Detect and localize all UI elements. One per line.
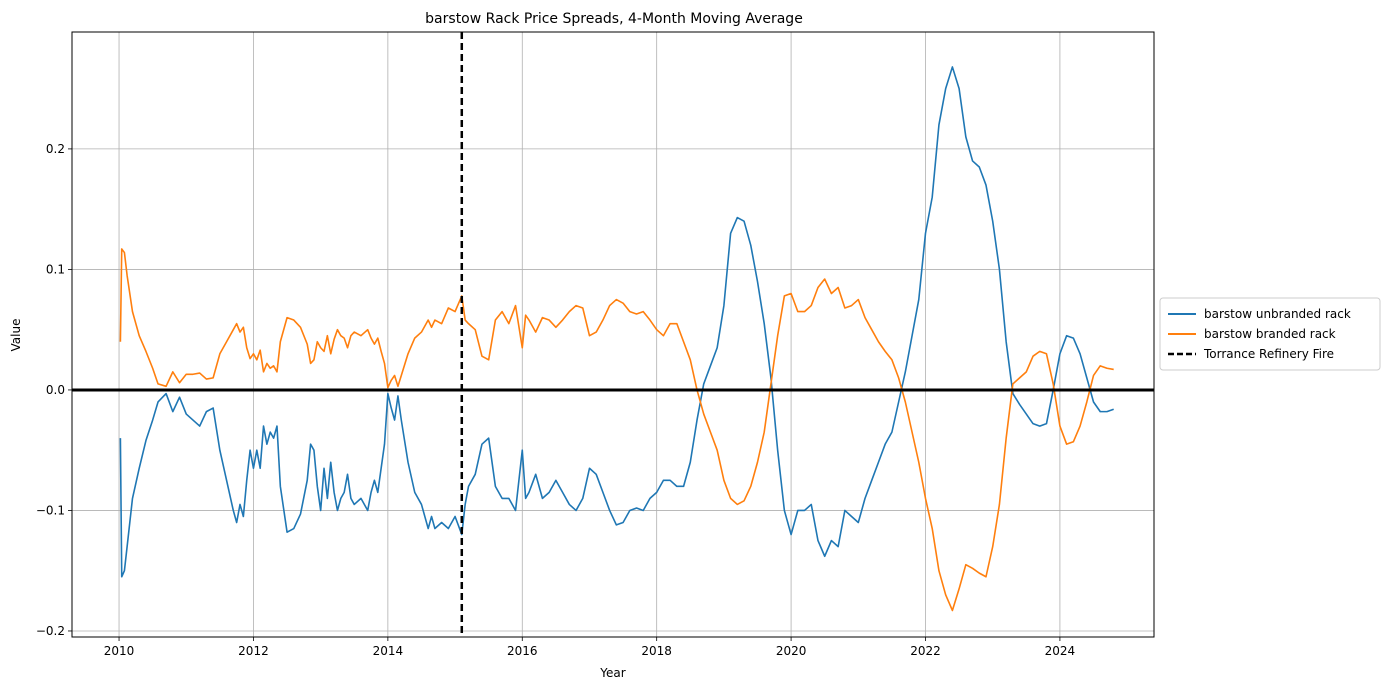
x-tick-label: 2012 — [238, 644, 269, 658]
x-tick-label: 2020 — [776, 644, 807, 658]
legend: barstow unbranded rack barstow branded r… — [1159, 297, 1381, 371]
x-tick-label: 2022 — [910, 644, 941, 658]
x-tick-label: 2016 — [507, 644, 538, 658]
legend-label-branded: barstow branded rack — [1204, 327, 1336, 341]
x-tick-label: 2014 — [373, 644, 404, 658]
y-axis: −0.2 −0.1 0.0 0.1 0.2 — [36, 142, 72, 638]
axes-frame — [71, 31, 1155, 638]
series-line-1 — [119, 248, 1114, 612]
legend-frame — [1159, 297, 1381, 371]
y-tick-label: 0.0 — [46, 383, 65, 397]
y-tick-label: −0.1 — [36, 503, 65, 517]
x-tick-label: 2010 — [104, 644, 135, 658]
legend-label-unbranded: barstow unbranded rack — [1204, 307, 1351, 321]
x-tick-label: 2018 — [641, 644, 672, 658]
x-tick-label: 2024 — [1045, 644, 1076, 658]
chart-title: barstow Rack Price Spreads, 4-Month Movi… — [425, 11, 803, 27]
plot-area — [72, 32, 1154, 637]
series-line-0 — [119, 66, 1114, 578]
x-axis: 2010 2012 2014 2016 2018 2020 2022 2024 — [104, 637, 1075, 658]
y-tick-label: 0.2 — [46, 142, 65, 156]
x-axis-label: Year — [599, 666, 625, 680]
y-tick-label: −0.2 — [36, 624, 65, 638]
y-axis-label: Value — [9, 319, 23, 352]
grid — [72, 32, 1154, 637]
y-tick-label: 0.1 — [46, 262, 65, 276]
legend-label-event: Torrance Refinery Fire — [1203, 347, 1334, 361]
